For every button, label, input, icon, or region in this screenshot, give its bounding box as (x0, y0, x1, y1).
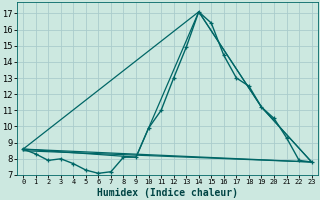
X-axis label: Humidex (Indice chaleur): Humidex (Indice chaleur) (97, 188, 238, 198)
